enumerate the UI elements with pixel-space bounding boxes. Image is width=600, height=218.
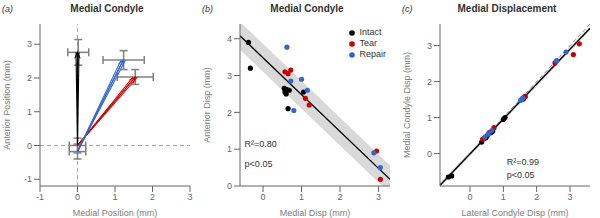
html-text:Medial Displacement: Medial Displacement — [457, 3, 557, 14]
svg-text:0: 0 — [261, 192, 266, 202]
svg-text:0: 0 — [427, 149, 432, 159]
svg-text:Medial Disp (mm): Medial Disp (mm) — [280, 208, 351, 218]
svg-text:R²=0.80: R²=0.80 — [245, 139, 277, 149]
svg-text:3: 3 — [567, 192, 572, 202]
html-text:(b): (b) — [202, 4, 213, 14]
svg-text:0: 0 — [467, 192, 472, 202]
svg-text:2: 2 — [427, 77, 432, 87]
svg-text:Anterior Disp (mm): Anterior Disp (mm) — [202, 67, 212, 143]
svg-text:2: 2 — [227, 108, 232, 118]
html-text:Medial Condyle: Medial Condyle — [270, 3, 344, 14]
svg-text:1: 1 — [227, 144, 232, 154]
html-text:Tear: Tear — [359, 38, 377, 48]
svg-text:p<0.05: p<0.05 — [507, 170, 535, 180]
svg-text:-1: -1 — [36, 192, 44, 202]
svg-text:2: 2 — [534, 192, 539, 202]
svg-text:3: 3 — [227, 71, 232, 81]
html-text:(a): (a) — [2, 4, 13, 14]
svg-text:2: 2 — [337, 192, 342, 202]
svg-text:Medial Condyle Disp (mm): Medial Condyle Disp (mm) — [402, 52, 412, 158]
svg-text:0: 0 — [75, 192, 80, 202]
svg-text:1: 1 — [501, 192, 506, 202]
svg-text:0: 0 — [227, 181, 232, 191]
svg-text:1: 1 — [299, 192, 304, 202]
svg-text:3: 3 — [27, 39, 32, 49]
svg-text:1: 1 — [427, 113, 432, 123]
svg-text:-1: -1 — [24, 174, 32, 184]
html-text:Repair: Repair — [359, 49, 386, 59]
svg-text:0: 0 — [27, 141, 32, 151]
svg-text:2: 2 — [150, 192, 155, 202]
svg-text:Anterior Position (mm): Anterior Position (mm) — [8, 60, 12, 150]
svg-text:1: 1 — [112, 192, 117, 202]
svg-text:1: 1 — [27, 107, 32, 117]
svg-text:3: 3 — [427, 41, 432, 51]
html-text:Medial Condyle: Medial Condyle — [70, 3, 144, 14]
svg-text:Lateral Condyle Disp (mm): Lateral Condyle Disp (mm) — [461, 208, 568, 218]
svg-text:p<0.05: p<0.05 — [245, 159, 273, 169]
html-text:(c): (c) — [402, 4, 413, 14]
svg-text:3: 3 — [187, 192, 192, 202]
html-text:Intact: Intact — [359, 27, 382, 37]
svg-text:2: 2 — [27, 73, 32, 83]
svg-text:3: 3 — [376, 192, 381, 202]
svg-text:4: 4 — [227, 34, 232, 44]
svg-text:Medial Position (mm): Medial Position (mm) — [73, 208, 158, 218]
svg-text:R²=0.99: R²=0.99 — [507, 157, 539, 167]
